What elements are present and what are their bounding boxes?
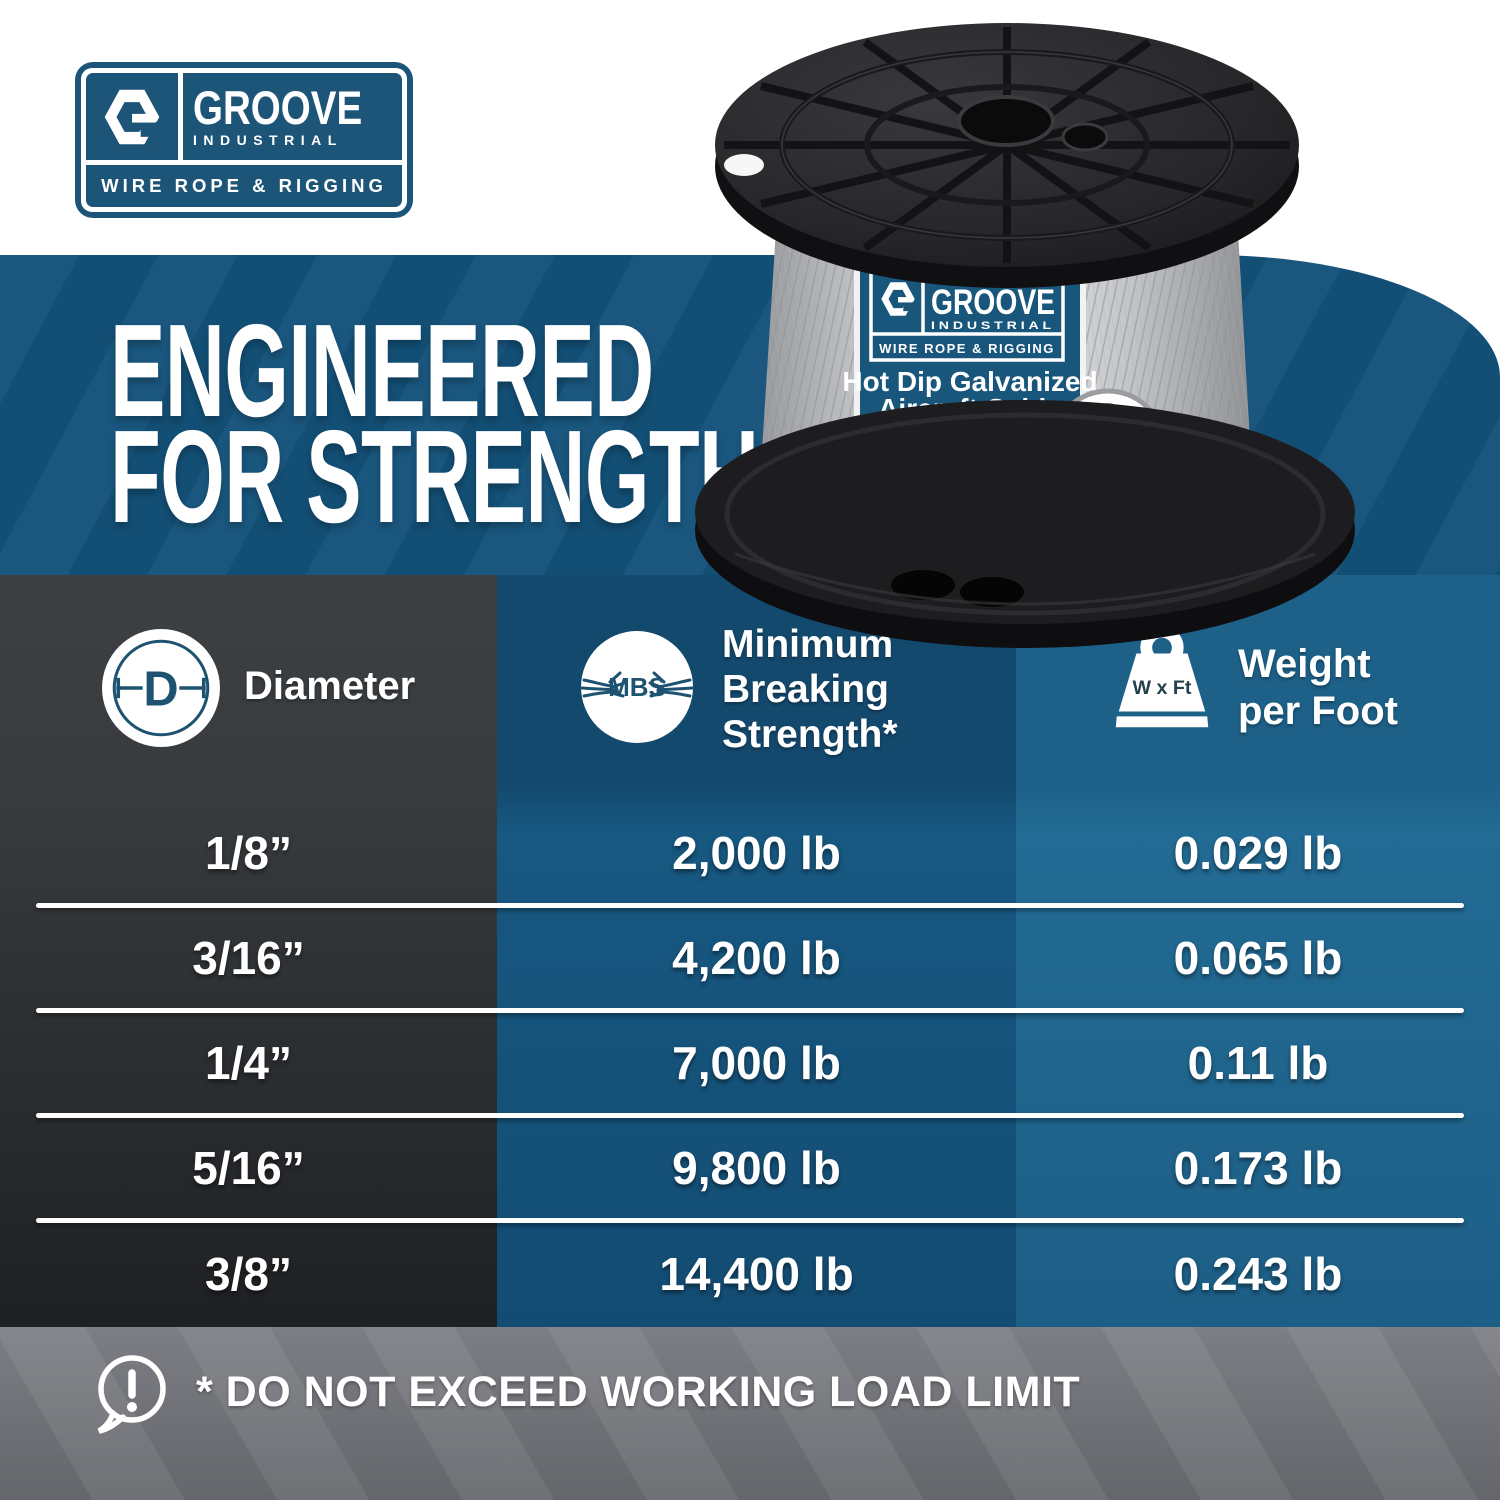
weight-cell: 0.173 lb — [1173, 1141, 1343, 1194]
label-brand: GROOVE — [931, 283, 1055, 322]
label-brand-tagline: WIRE ROPE & RIGGING — [879, 341, 1055, 356]
brand-name: GROOVE — [193, 80, 363, 134]
diameter-cell: 5/16” — [192, 1141, 305, 1194]
brand-logo-frame: GROOVE INDUSTRIAL WIRE ROPE & RIGGING — [81, 68, 407, 212]
row-separator — [36, 903, 1464, 908]
row-separator — [36, 1218, 1464, 1223]
weight-label-line1: Weight — [1238, 642, 1371, 686]
diameter-cell: 3/16” — [192, 931, 305, 984]
hero-headline-line1: ENGINEERED — [110, 297, 654, 444]
breaking-strength-cell: 9,800 lb — [672, 1141, 841, 1194]
breaking-strength-cell: 2,000 lb — [672, 826, 841, 879]
table-row: 3/16” 4,200 lb 0.065 lb — [0, 905, 1500, 1010]
weight-cell: 0.029 lb — [1173, 826, 1343, 879]
alert-bubble-icon — [88, 1350, 176, 1447]
hero-headline: ENGINEERED FOR STRENGTH — [110, 297, 759, 550]
table-row: 5/16” 9,800 lb 0.173 lb — [0, 1115, 1500, 1220]
mbs-column-label: Minimum Breaking Strength* — [722, 622, 898, 757]
cable-spool-image: GROOVE INDUSTRIAL WIRE ROPE & RIGGING Ho… — [695, 23, 1355, 648]
mbs-label-line3: Strength* — [722, 713, 898, 756]
brand-tagline: WIRE ROPE & RIGGING — [101, 175, 387, 196]
label-product-line1: Hot Dip Galvanized — [842, 366, 1097, 397]
breaking-strength-cell: 14,400 lb — [659, 1247, 854, 1300]
weight-icon-text: W x Ft — [1133, 677, 1192, 699]
mbs-label-line2: Breaking — [722, 668, 889, 711]
weight-cell: 0.243 lb — [1173, 1247, 1343, 1300]
breaking-strength-cell: 7,000 lb — [672, 1036, 841, 1089]
weight-column-background — [1016, 575, 1500, 1327]
mbs-icon-text: MBS — [608, 672, 666, 702]
weight-label-line2: per Foot — [1238, 689, 1398, 733]
breaking-strength-cell: 4,200 lb — [672, 931, 841, 984]
brand-subtitle: INDUSTRIAL — [193, 131, 343, 148]
diameter-cell: 1/8” — [205, 826, 292, 879]
row-separator — [36, 1008, 1464, 1013]
table-row: 1/8” 2,000 lb 0.029 lb — [0, 800, 1500, 905]
hero-headline-line2: FOR STRENGTH — [110, 403, 759, 550]
spec-table: D Diameter MBS Minimum Breaking Strength… — [0, 575, 1500, 1327]
weight-cell: 0.065 lb — [1173, 931, 1343, 984]
weight-cell: 0.11 lb — [1187, 1036, 1329, 1089]
diameter-icon-letter: D — [143, 662, 178, 716]
diameter-column-label: Diameter — [244, 664, 416, 708]
logo-divider — [178, 73, 183, 160]
row-separator — [36, 1113, 1464, 1118]
table-row: 1/4” 7,000 lb 0.11 lb — [0, 1010, 1500, 1115]
g-monogram-icon — [86, 73, 178, 160]
weight-column-label: Weight per Foot — [1238, 641, 1398, 735]
footer-note-text: * DO NOT EXCEED WORKING LOAD LIMIT — [196, 1368, 1081, 1416]
diameter-cell: 3/8” — [205, 1247, 292, 1300]
diameter-cell: 1/4” — [205, 1036, 292, 1089]
table-row: 3/8” 14,400 lb 0.243 lb — [0, 1220, 1500, 1327]
brand-logo: GROOVE INDUSTRIAL WIRE ROPE & RIGGING — [75, 62, 413, 218]
label-brand-subtitle: INDUSTRIAL — [931, 320, 1055, 332]
logo-divider — [86, 160, 402, 165]
mbs-icon: MBS — [580, 630, 694, 749]
diameter-column-background — [0, 575, 497, 1327]
diameter-icon: D — [100, 627, 222, 754]
footer-note-bar — [0, 1327, 1500, 1500]
